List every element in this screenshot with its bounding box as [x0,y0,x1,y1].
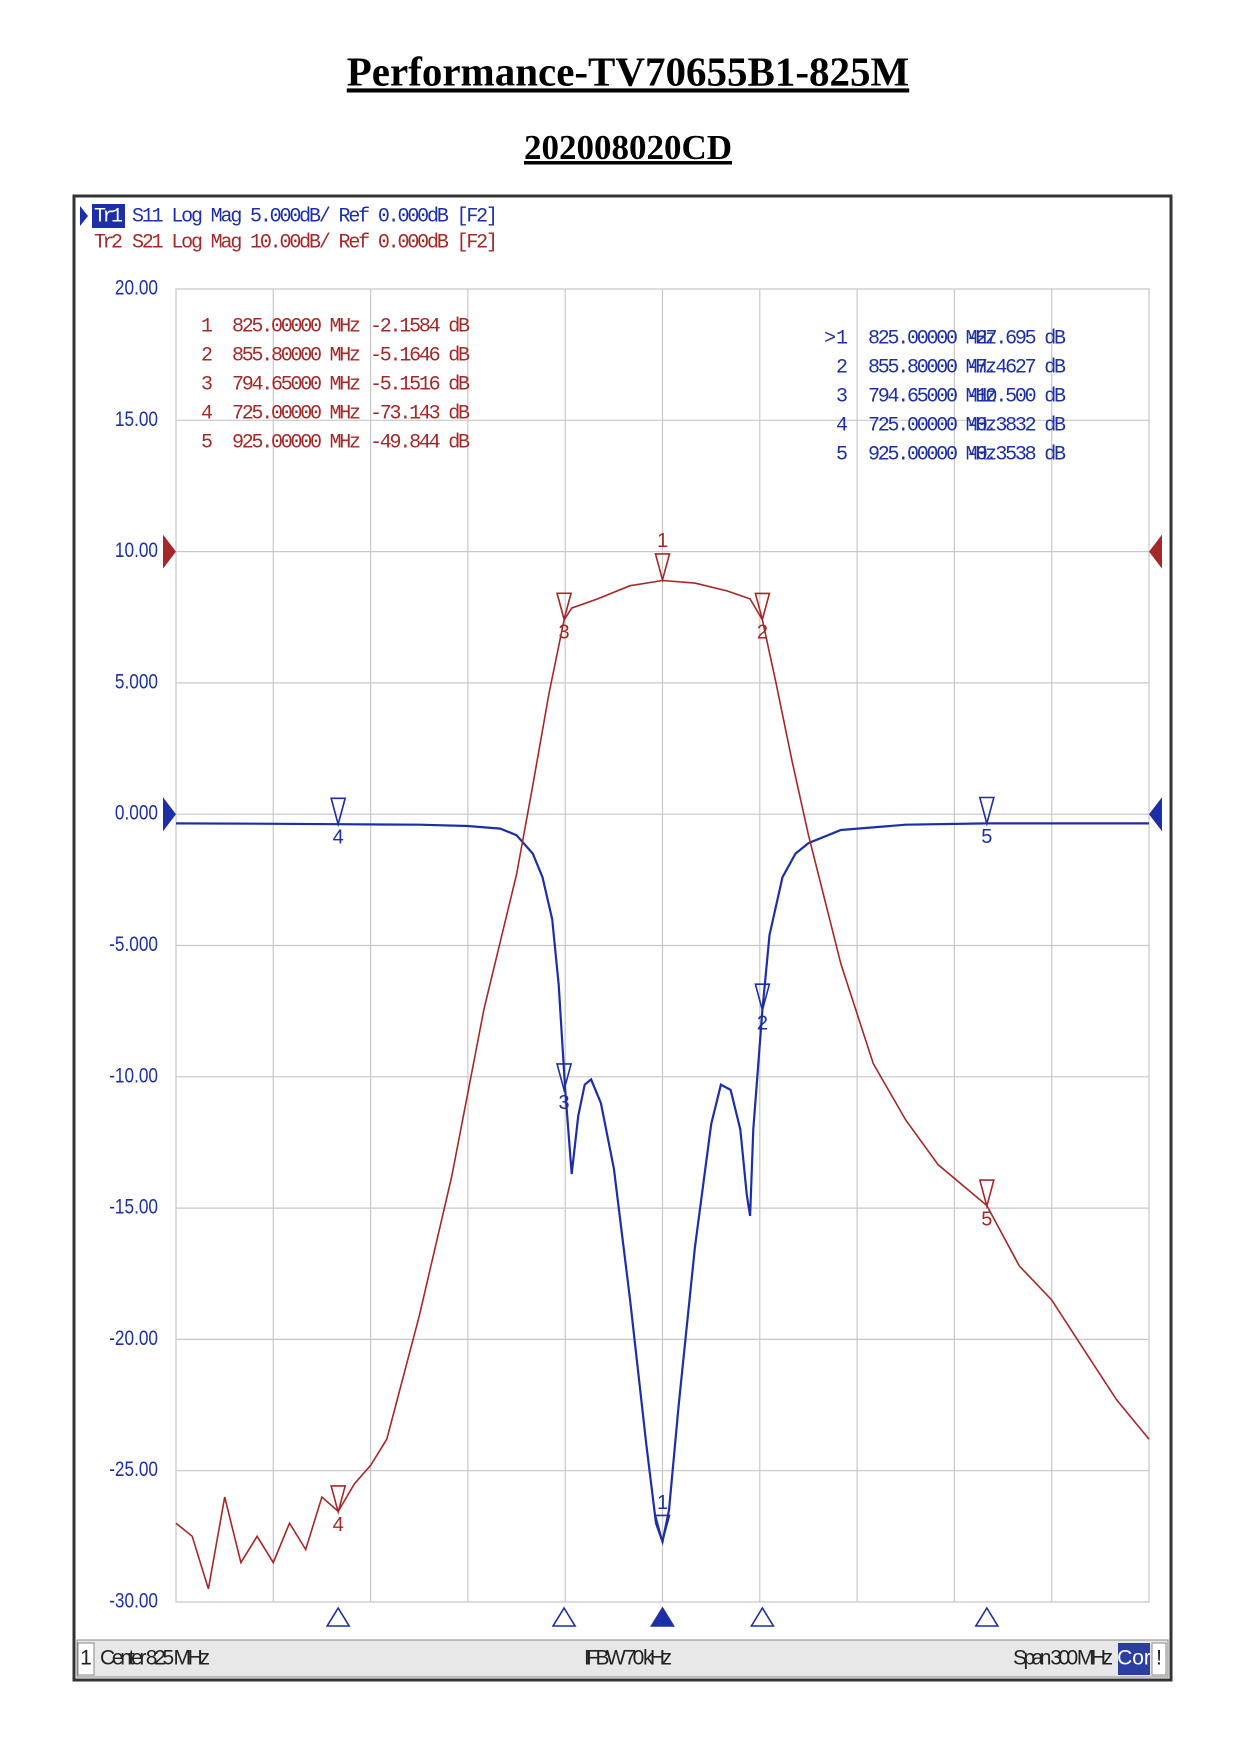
status-channel: 1 [80,1647,92,1670]
stimulus-marker [325,1606,351,1627]
marker-triangle [556,592,573,623]
y-tick-label: -10.00 [109,1065,158,1088]
chart-subtitle: 202008020CD [524,128,732,167]
marker-table-id: 2 [201,344,213,367]
y-tick-label: 10.00 [115,540,158,563]
trace-name: Tr2 [94,231,123,254]
marker-table-frequency: 725.00000 MHz [232,402,361,425]
reference-arrow-left [163,534,176,569]
marker-table-frequency: 794.65000 MHz [868,385,997,408]
stimulus-marker [650,1606,675,1627]
marker-number: 5 [981,1208,992,1230]
y-tick-label: 20.00 [115,277,158,300]
marker-table-value: -7.4627 dB [966,356,1066,379]
y-tick-label: 15.00 [115,408,158,431]
marker-table-id: >1 [824,327,848,350]
marker-table-value: -5.1646 dB [370,344,470,367]
marker-table-id: 3 [201,373,213,396]
y-tick-label: -25.00 [109,1459,158,1482]
marker-table-value: -10.500 dB [966,385,1066,408]
marker-table-id: 5 [836,443,848,466]
status-center: Center 825 MHz [100,1647,210,1670]
y-tick-label: 0.000 [115,802,158,825]
marker-table-id: 4 [836,414,848,437]
marker-triangle [754,592,771,623]
trace-name: Tr1 [94,205,123,228]
marker-number: 3 [559,1092,570,1114]
status-bar [76,1639,1169,1678]
marker-number: 5 [981,826,992,848]
marker-number: 4 [333,1514,344,1536]
marker-triangle [330,1485,347,1516]
active-trace-pointer [80,206,88,226]
trace-header: S11 Log Mag 5.000dB/ Ref 0.000dB [F2] [132,205,498,228]
marker-number: 2 [757,1012,768,1034]
y-tick-label: 5.000 [115,671,158,694]
marker-number: 4 [333,827,344,849]
status-span: Span 300 MHz [1013,1647,1113,1670]
marker-table-id: 4 [201,402,213,425]
marker-table-value: -49.844 dB [370,431,470,454]
reference-arrow-left [163,797,176,832]
reference-arrow-right [1149,797,1162,832]
marker-triangle [654,553,671,584]
marker-table-value: -0.3538 dB [966,443,1066,466]
marker-table-frequency: 794.65000 MHz [232,373,361,396]
stimulus-marker [551,1606,577,1627]
status-status: ! [1156,1647,1162,1670]
y-tick-label: -20.00 [109,1327,158,1350]
trace-header: S21 Log Mag 10.00dB/ Ref 0.000dB [F2] [132,231,498,254]
marker-table-id: 1 [201,315,213,338]
status-warning-box [1151,1642,1167,1676]
marker-triangle [754,983,771,1014]
marker-triangle [978,796,995,827]
marker-number: 1 [657,1492,668,1514]
marker-table-frequency: 925.00000 MHz [232,431,361,454]
active-trace-box [92,204,125,228]
marker-number: 3 [559,622,570,644]
reference-arrow-right [1149,534,1162,569]
plot-layer: 20.00 15.00 10.00 5.000 0.000 -5.000 -10.00 -15… [77,204,1167,1676]
marker-triangle [556,1063,573,1094]
marker-table-value: -2.1584 dB [370,315,470,338]
marker-table-frequency: 855.80000 MHz [868,356,997,379]
marker-triangle [330,797,347,828]
marker-table-id: 3 [836,385,848,408]
marker-table-value: -0.3832 dB [966,414,1066,437]
chart-title: Performance-TV70655B1-825M [347,48,909,94]
marker-triangle [978,1179,995,1210]
stimulus-marker [974,1606,1000,1627]
marker-table-frequency: 825.00000 MHz [232,315,361,338]
y-tick-label: -5.000 [109,934,158,957]
marker-table-frequency: 825.00000 MHz [868,327,997,350]
status-cor-box [1118,1643,1150,1675]
marker-number: 1 [657,530,668,552]
marker-table-frequency: 855.80000 MHz [232,344,361,367]
status-correction: Cor [1117,1647,1151,1670]
marker-triangle [654,1514,671,1545]
marker-table-frequency: 925.00000 MHz [868,443,997,466]
trace-line [175,579,1150,1590]
marker-table-value: -5.1516 dB [370,373,470,396]
stimulus-marker [749,1606,775,1627]
marker-table-id: 2 [836,356,848,379]
marker-number: 2 [757,622,768,644]
marker-table-id: 5 [201,431,213,454]
marker-table-value: -73.143 dB [370,402,470,425]
y-tick-label: -30.00 [109,1590,158,1613]
status-channel-box [77,1642,95,1676]
marker-table-frequency: 725.00000 MHz [868,414,997,437]
marker-table-value: -27.695 dB [966,327,1066,350]
y-tick-label: -15.00 [109,1196,158,1219]
status-ifbw: IFBW 70 kHz [584,1647,672,1670]
